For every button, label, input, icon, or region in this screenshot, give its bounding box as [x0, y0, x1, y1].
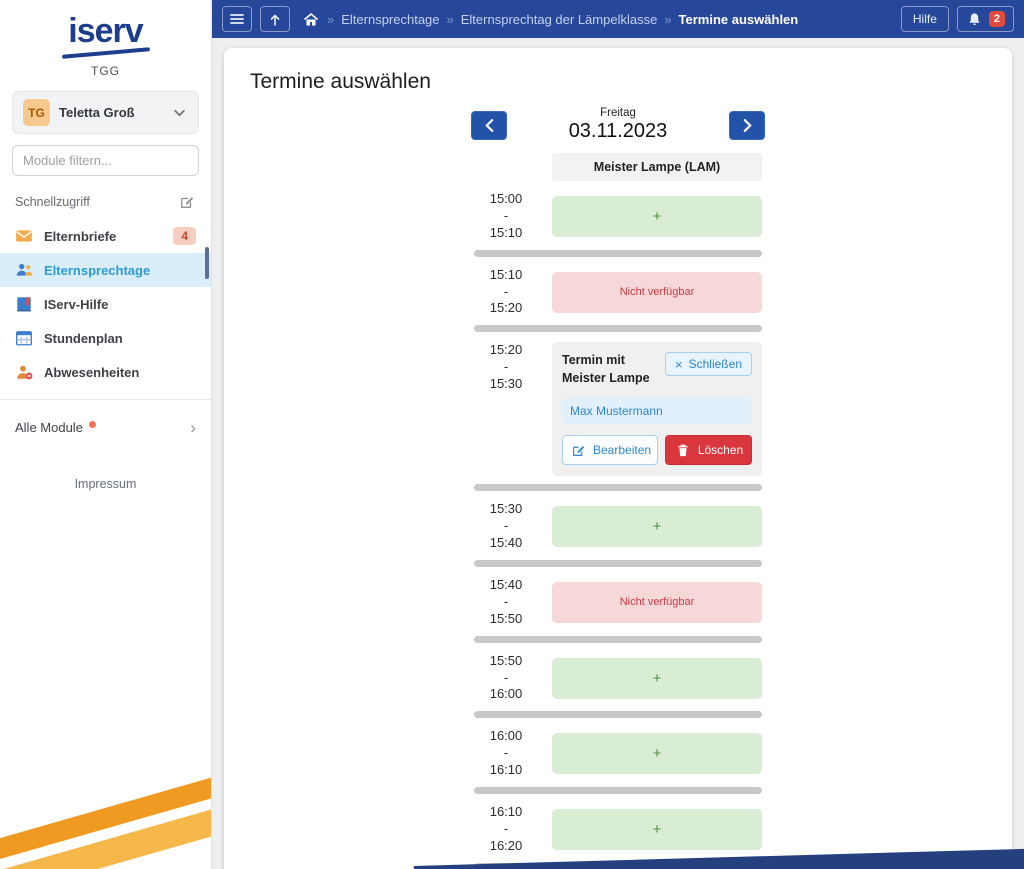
- termine-card: Termine auswählen Freitag 03.11.2023: [224, 48, 1012, 869]
- free-slot-button[interactable]: +: [552, 506, 762, 548]
- notifications-button[interactable]: 2: [956, 6, 1014, 32]
- slot-time: 15:10-15:20: [489, 266, 523, 316]
- teacher-column-header: Meister Lampe (LAM): [552, 153, 762, 181]
- pencil-icon: [569, 441, 587, 459]
- free-slot-button[interactable]: +: [552, 657, 762, 699]
- main-content: Termine auswählen Freitag 03.11.2023: [212, 38, 1024, 869]
- slot-time: 15:20-15:30: [489, 342, 523, 392]
- breadcrumb-elternsprechtage[interactable]: Elternsprechtage: [341, 11, 440, 27]
- booked-appointment-card: Termin mit Meister Lampe × Schließen Max…: [552, 342, 762, 477]
- timeslot-row: 15:40-15:50 Nicht verfügbar: [474, 577, 762, 628]
- page-title: Termine auswählen: [250, 70, 431, 93]
- timeslot-row: 15:30-15:40 +: [474, 501, 762, 552]
- sidebar-item-elternbriefe[interactable]: Elternbriefe 4: [0, 219, 211, 253]
- home-icon[interactable]: [302, 10, 320, 28]
- unavailable-slot: Nicht verfügbar: [552, 581, 762, 623]
- close-icon: ×: [675, 356, 683, 372]
- school-abbreviation: TGG: [91, 64, 120, 78]
- avatar: TG: [23, 99, 50, 126]
- quick-access-label: Schnellzugriff: [15, 195, 90, 209]
- edit-quick-access-icon[interactable]: [178, 193, 196, 211]
- user-menu[interactable]: TG Teletta Groß: [12, 91, 199, 134]
- user-name: Teletta Groß: [59, 105, 135, 120]
- free-slot-button[interactable]: +: [552, 808, 762, 850]
- slot-time: 15:00-15:10: [489, 191, 523, 240]
- sidebar-item-stundenplan[interactable]: Stundenplan: [0, 321, 211, 355]
- timeslot-row: 15:50-16:00 +: [474, 653, 762, 704]
- slot-scrollbar[interactable]: [474, 787, 762, 795]
- free-slot-button[interactable]: +: [552, 195, 762, 237]
- appointment-schedule: Meister Lampe (LAM) 15:00-15:10 + 15:10-…: [474, 153, 762, 869]
- sidebar: iserv TGG TG Teletta Groß Schnellzugriff…: [0, 0, 212, 869]
- scroll-to-top-button[interactable]: [260, 6, 290, 32]
- slot-scrollbar[interactable]: [474, 249, 762, 257]
- notification-count-badge: 2: [988, 11, 1005, 27]
- bell-icon: [966, 10, 984, 28]
- breadcrumb-current: Termine auswählen: [678, 11, 799, 27]
- slot-scrollbar[interactable]: [474, 635, 762, 643]
- impressum-link[interactable]: Impressum: [74, 477, 137, 491]
- slot-time: 15:50-16:00: [489, 652, 523, 702]
- sidebar-item-iserv-hilfe[interactable]: IServ-Hilfe: [0, 287, 211, 321]
- help-book-icon: [15, 295, 33, 313]
- slot-scrollbar[interactable]: [474, 484, 762, 492]
- people-icon: [15, 261, 33, 279]
- slot-scrollbar[interactable]: [474, 560, 762, 568]
- slot-time: 16:10-16:20: [489, 804, 523, 853]
- slot-scrollbar[interactable]: [474, 325, 762, 333]
- sidebar-scrollbar-thumb[interactable]: [205, 247, 209, 279]
- sidebar-item-elternsprechtage[interactable]: Elternsprechtage: [0, 253, 211, 287]
- help-button[interactable]: Hilfe: [900, 6, 949, 32]
- previous-day-button[interactable]: [471, 110, 507, 140]
- timeslot-row: 16:10-16:20 +: [474, 804, 762, 855]
- divider: [0, 399, 211, 400]
- breadcrumb-elternsprechtag-laempelklasse[interactable]: Elternsprechtag der Lämpelklasse: [460, 11, 658, 27]
- booking-title: Termin mit Meister Lampe: [562, 353, 650, 385]
- slot-time: 15:40-15:50: [489, 577, 523, 626]
- sidebar-item-abwesenheiten[interactable]: Abwesenheiten: [0, 355, 211, 389]
- slot-scrollbar[interactable]: [474, 711, 762, 719]
- quick-access-menu: Elternbriefe 4 Elternsprechtage IServ-Hi…: [0, 219, 211, 389]
- current-date: Freitag 03.11.2023: [568, 107, 668, 142]
- unread-count-badge: 4: [173, 227, 196, 245]
- chevron-down-icon: [170, 104, 188, 122]
- iserv-logo: iserv: [0, 0, 211, 59]
- free-slot-button[interactable]: +: [552, 733, 762, 775]
- timeslot-row: 15:20-15:30 Termin mit Meister Lampe ×: [474, 342, 762, 477]
- next-day-button[interactable]: [729, 110, 765, 140]
- timeslot-row: 16:00-16:10 +: [474, 728, 762, 779]
- hamburger-menu-button[interactable]: [222, 6, 252, 32]
- timetable-icon: [15, 329, 33, 347]
- timeslot-row: 15:00-15:10 +: [474, 191, 762, 242]
- delete-button[interactable]: Löschen: [665, 435, 752, 466]
- unavailable-slot: Nicht verfügbar: [552, 271, 762, 313]
- slot-time: 16:00-16:10: [489, 728, 523, 778]
- chevron-right-icon: ›: [190, 418, 196, 437]
- slot-time: 15:30-15:40: [489, 501, 523, 551]
- edit-button[interactable]: Bearbeiten: [562, 435, 659, 466]
- notification-dot: [88, 420, 96, 428]
- breadcrumb: » Elternsprechtage » Elternsprechtag der…: [302, 10, 798, 28]
- attendee-chip[interactable]: Max Mustermann: [562, 398, 752, 425]
- iserv-brand-stripes: [0, 764, 211, 869]
- topbar: » Elternsprechtage » Elternsprechtag der…: [212, 0, 1024, 38]
- timeslot-row: 15:10-15:20 Nicht verfügbar: [474, 267, 762, 318]
- absence-person-icon: [15, 363, 33, 381]
- date-navigation: Freitag 03.11.2023: [250, 107, 986, 143]
- module-filter-input[interactable]: [12, 145, 199, 176]
- letter-icon: [15, 227, 33, 245]
- all-modules-button[interactable]: Alle Module ›: [15, 418, 196, 437]
- close-button[interactable]: × Schließen: [665, 352, 752, 377]
- trash-icon: [674, 441, 692, 459]
